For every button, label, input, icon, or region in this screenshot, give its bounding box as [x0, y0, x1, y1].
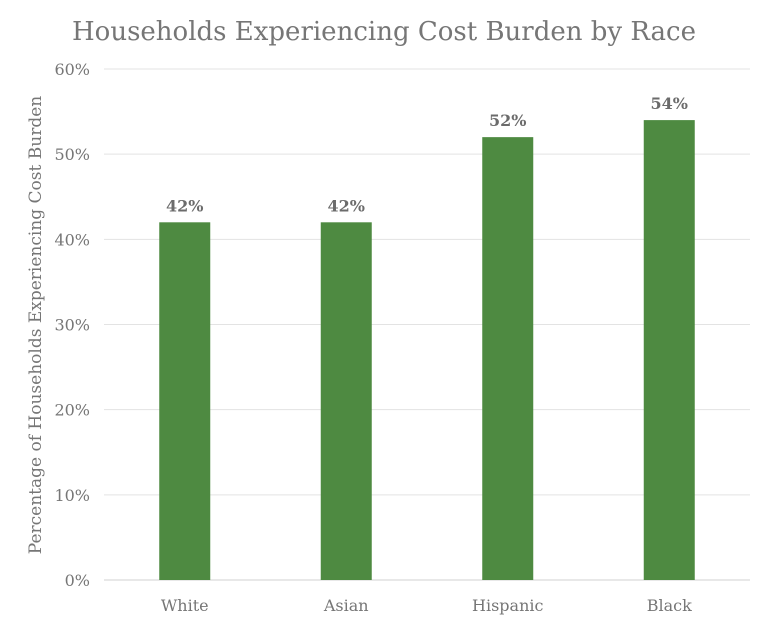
x-axis-tick-labels: White Asian Hispanic Black — [161, 596, 692, 615]
chart-title: Households Experiencing Cost Burden by R… — [72, 17, 696, 47]
y-axis-tick-labels: 0% 10% 20% 30% 40% 50% 60% — [54, 60, 90, 590]
y-axis-title: Percentage of Households Experiencing Co… — [26, 96, 46, 554]
y-tick-label: 10% — [54, 486, 90, 505]
x-tick-label: White — [161, 596, 209, 615]
x-tick-label: Asian — [323, 596, 369, 615]
data-label: 42% — [166, 196, 203, 215]
data-labels: 42% 42% 52% 54% — [166, 94, 688, 215]
data-label: 42% — [328, 196, 365, 215]
bar-asian — [320, 222, 372, 581]
bar-white — [159, 222, 211, 581]
y-tick-label: 30% — [54, 316, 90, 335]
bars — [159, 120, 695, 581]
y-tick-label: 60% — [54, 60, 90, 79]
x-tick-label: Black — [647, 596, 692, 615]
y-tick-label: 50% — [54, 145, 90, 164]
bar-black — [643, 120, 695, 580]
bar-hispanic — [482, 137, 534, 580]
y-tick-label: 20% — [54, 401, 90, 420]
gridlines — [104, 68, 750, 581]
y-tick-label: 40% — [54, 230, 90, 249]
y-tick-label: 0% — [65, 571, 90, 590]
x-tick-label: Hispanic — [472, 596, 543, 615]
data-label: 54% — [651, 94, 688, 113]
data-label: 52% — [489, 111, 526, 130]
